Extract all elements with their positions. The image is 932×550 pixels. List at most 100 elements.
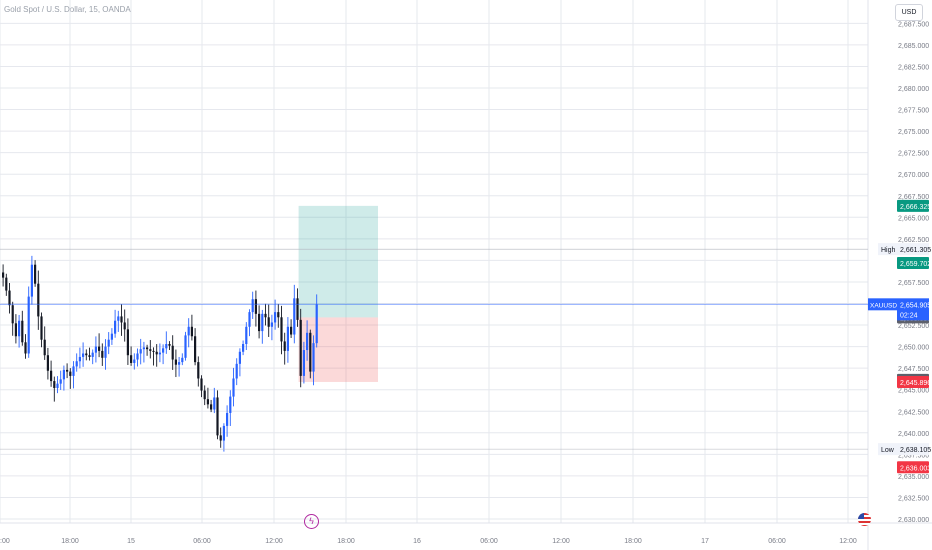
current-price-tag-bg — [897, 298, 929, 321]
candle-body — [53, 381, 56, 388]
candle-body — [133, 359, 136, 363]
position-loss-zone[interactable] — [298, 317, 378, 382]
candle-body — [171, 345, 174, 360]
candle-body — [11, 305, 14, 324]
extreme-name-bg — [878, 443, 897, 456]
candle-body — [299, 319, 302, 376]
us-flag-icon[interactable] — [858, 513, 871, 526]
candle-body — [286, 326, 289, 351]
lightning-icon[interactable]: ϟ — [304, 514, 319, 529]
candle-body — [130, 355, 133, 363]
candle-body — [27, 296, 30, 354]
y-tick-label: 2,685.000 — [898, 43, 929, 50]
candle-body — [114, 320, 117, 334]
candle-body — [88, 355, 91, 357]
x-tick-label: 15 — [127, 538, 135, 545]
currency-button[interactable]: USD — [895, 4, 923, 21]
candle-body — [258, 313, 261, 332]
price-label: 2,636.003 — [900, 465, 931, 472]
extreme-value-label: 2,638.105 — [900, 447, 931, 454]
candle-body — [184, 335, 187, 358]
candle-body — [98, 346, 101, 351]
y-tick-label: 2,657.500 — [898, 280, 929, 287]
candle-body — [146, 347, 149, 350]
candle-body — [277, 312, 280, 318]
symbol-tag: XAUUSD — [870, 302, 897, 309]
candle-body — [72, 366, 75, 376]
candle-body — [24, 342, 27, 354]
candle-body — [46, 355, 49, 371]
candle-body — [200, 378, 203, 391]
y-tick-label: 2,645.000 — [898, 388, 929, 395]
candle-body — [232, 378, 235, 397]
candle-body — [69, 371, 72, 376]
candle-body — [85, 353, 88, 356]
candle-body — [59, 379, 62, 384]
candle-body — [226, 412, 229, 426]
candle-body — [104, 346, 107, 358]
candle-body — [306, 332, 309, 351]
candle-body — [248, 312, 251, 327]
x-tick-label: 12:00 — [839, 538, 857, 545]
x-tick-label: 18:00 — [61, 538, 79, 545]
extreme-name-label: High — [881, 247, 896, 254]
candle-body — [254, 299, 257, 314]
candle-body — [139, 349, 142, 354]
position-profit-zone[interactable] — [298, 205, 378, 318]
candle-body — [238, 351, 241, 364]
y-tick-label: 2,635.000 — [898, 474, 929, 481]
candle-body — [203, 390, 206, 400]
price-label-bg — [897, 375, 929, 388]
candle-body — [66, 369, 69, 372]
candle-body — [152, 350, 155, 352]
y-tick-label: 2,647.500 — [898, 366, 929, 373]
y-tick-label: 2,630.000 — [898, 517, 929, 524]
candle-body — [283, 341, 286, 351]
y-tick-label: 2,632.500 — [898, 495, 929, 502]
candle-body — [126, 329, 129, 356]
candle-body — [120, 316, 123, 323]
candle-body — [14, 323, 17, 337]
candle-body — [162, 348, 165, 353]
candle-body — [165, 344, 168, 349]
candle-body — [168, 344, 171, 346]
candle-body — [136, 353, 139, 360]
candle-body — [261, 313, 264, 332]
candle-body — [62, 369, 65, 380]
price-label: 2,645.896 — [900, 380, 931, 387]
candle-body — [270, 322, 273, 327]
x-tick-label: 18:00 — [624, 538, 642, 545]
x-tick-label: 18:00 — [337, 538, 355, 545]
x-tick-label: 12:00 — [265, 538, 283, 545]
candle-body — [50, 370, 53, 382]
candle-body — [30, 264, 33, 297]
candle-body — [187, 326, 190, 336]
x-tick-label: :00 — [0, 538, 10, 545]
y-tick-label: 2,672.500 — [898, 151, 929, 158]
extreme-value-bg — [897, 243, 929, 256]
candle-body — [274, 312, 277, 323]
candle-body — [101, 350, 104, 358]
candle-body — [43, 339, 46, 356]
x-tick-label: 06:00 — [768, 538, 786, 545]
candle-body — [34, 264, 37, 284]
y-tick-label: 2,665.000 — [898, 215, 929, 222]
candle-body — [8, 290, 11, 306]
candle-body — [219, 435, 222, 441]
candle-body — [290, 326, 293, 335]
y-tick-label: 2,650.000 — [898, 345, 929, 352]
candle-body — [206, 399, 209, 405]
candle-body — [75, 361, 78, 367]
candle-body — [312, 343, 315, 372]
candle-body — [78, 356, 81, 362]
y-tick-label: 2,675.000 — [898, 129, 929, 136]
symbol-tag-bg — [868, 298, 897, 311]
candle-body — [315, 304, 318, 344]
extreme-value-label: 2,661.305 — [900, 247, 931, 254]
candle-body — [197, 362, 200, 379]
x-tick-label: 06:00 — [480, 538, 498, 545]
candle-body — [267, 317, 270, 327]
candle-body — [82, 353, 85, 357]
candle-body — [181, 357, 184, 363]
